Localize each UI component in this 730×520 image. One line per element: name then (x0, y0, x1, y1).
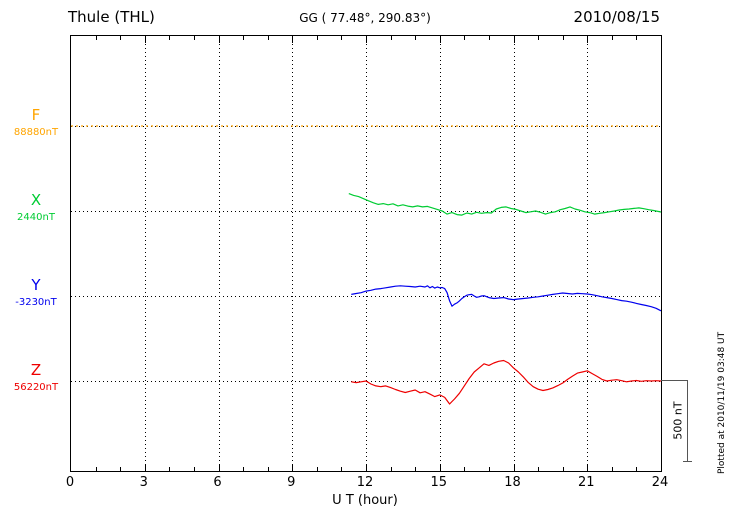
plot-frame (70, 35, 662, 472)
x-tick-label-18: 18 (504, 475, 521, 490)
scale-bar-cap (683, 461, 692, 462)
component-letter-Y: Y (31, 276, 41, 294)
component-letter-F: F (31, 106, 41, 124)
component-label-Z: Z 56220nT (4, 361, 68, 394)
scale-bar (687, 380, 688, 462)
x-tick-label-0: 0 (65, 475, 75, 490)
component-letter-Z: Z (30, 361, 42, 379)
component-label-F: F 88880nT (4, 106, 68, 139)
plot-date: 2010/08/15 (573, 8, 660, 26)
x-tick-label-12: 12 (356, 475, 374, 490)
scale-bar-connector (661, 380, 688, 381)
x-tick-label-15: 15 (430, 475, 448, 490)
x-tick-label-6: 6 (213, 475, 222, 490)
trace-X (348, 193, 662, 216)
component-baseline-Z: 56220nT (13, 382, 59, 393)
x-tick-label-21: 21 (577, 475, 595, 490)
trace-Y (351, 285, 662, 312)
station-title: Thule (THL) (68, 8, 155, 26)
plotted-at-note: Plotted at 2010/11/19 03:48 UT (717, 331, 727, 474)
component-letter-X: X (30, 191, 42, 209)
component-baseline-Y: -3230nT (15, 297, 57, 308)
trace-Z (351, 359, 662, 405)
x-axis-title: U T (hour) (332, 493, 398, 508)
magnetogram-chart (71, 36, 662, 471)
x-tick-label-3: 3 (139, 475, 148, 490)
scale-bar-label: 500 nT (671, 401, 685, 440)
component-baseline-X: 2440nT (17, 212, 55, 223)
component-baseline-F: 88880nT (13, 127, 59, 138)
x-tick-label-24: 24 (651, 475, 669, 490)
component-label-X: X 2440nT (4, 191, 68, 224)
x-tick-label-9: 9 (287, 475, 296, 490)
geo-coordinates: GG ( 77.48°, 290.83°) (299, 11, 431, 25)
component-label-Y: Y -3230nT (4, 276, 68, 309)
